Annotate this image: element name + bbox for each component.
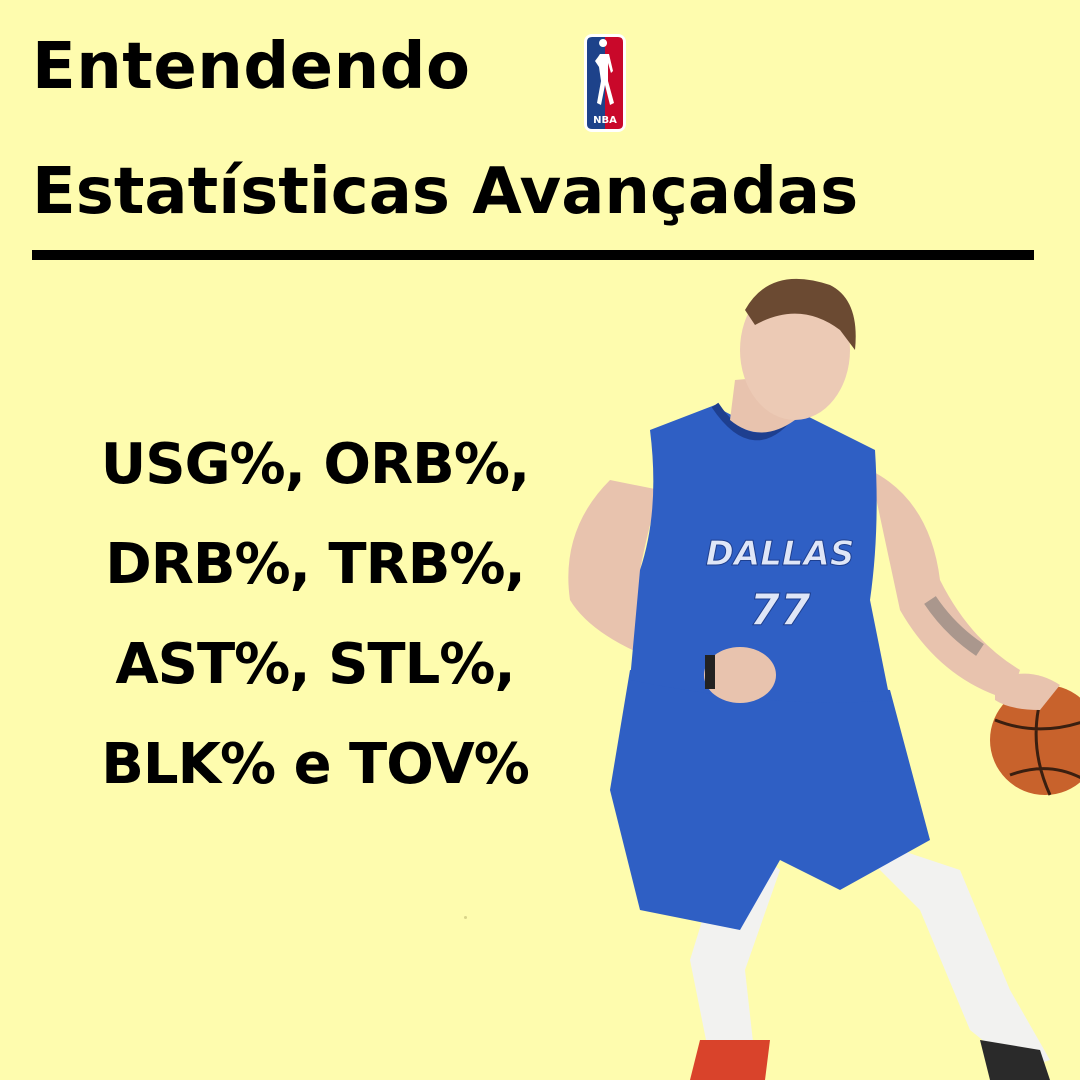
stats-line-1: USG%, ORB%, <box>100 432 530 497</box>
jersey-number: 77 <box>749 585 811 636</box>
nba-logo-text: NBA <box>593 115 617 126</box>
jersey-text: DALLAS <box>706 534 855 574</box>
nba-logo-icon: NBA <box>584 34 626 132</box>
speck <box>464 916 467 919</box>
title-underline <box>32 250 1034 260</box>
title-line-1: Entendendo <box>32 30 471 104</box>
stats-list: USG%, ORB%, DRB%, TRB%, AST%, STL%, BLK%… <box>30 415 600 815</box>
title-line-2: Estatísticas Avançadas <box>32 155 859 229</box>
stats-line-2: DRB%, TRB%, <box>105 532 526 597</box>
stats-line-3: AST%, STL%, <box>115 632 515 697</box>
stats-line-4: BLK% e TOV% <box>101 732 530 797</box>
player-photo: DALLAS 77 <box>568 278 1080 1080</box>
